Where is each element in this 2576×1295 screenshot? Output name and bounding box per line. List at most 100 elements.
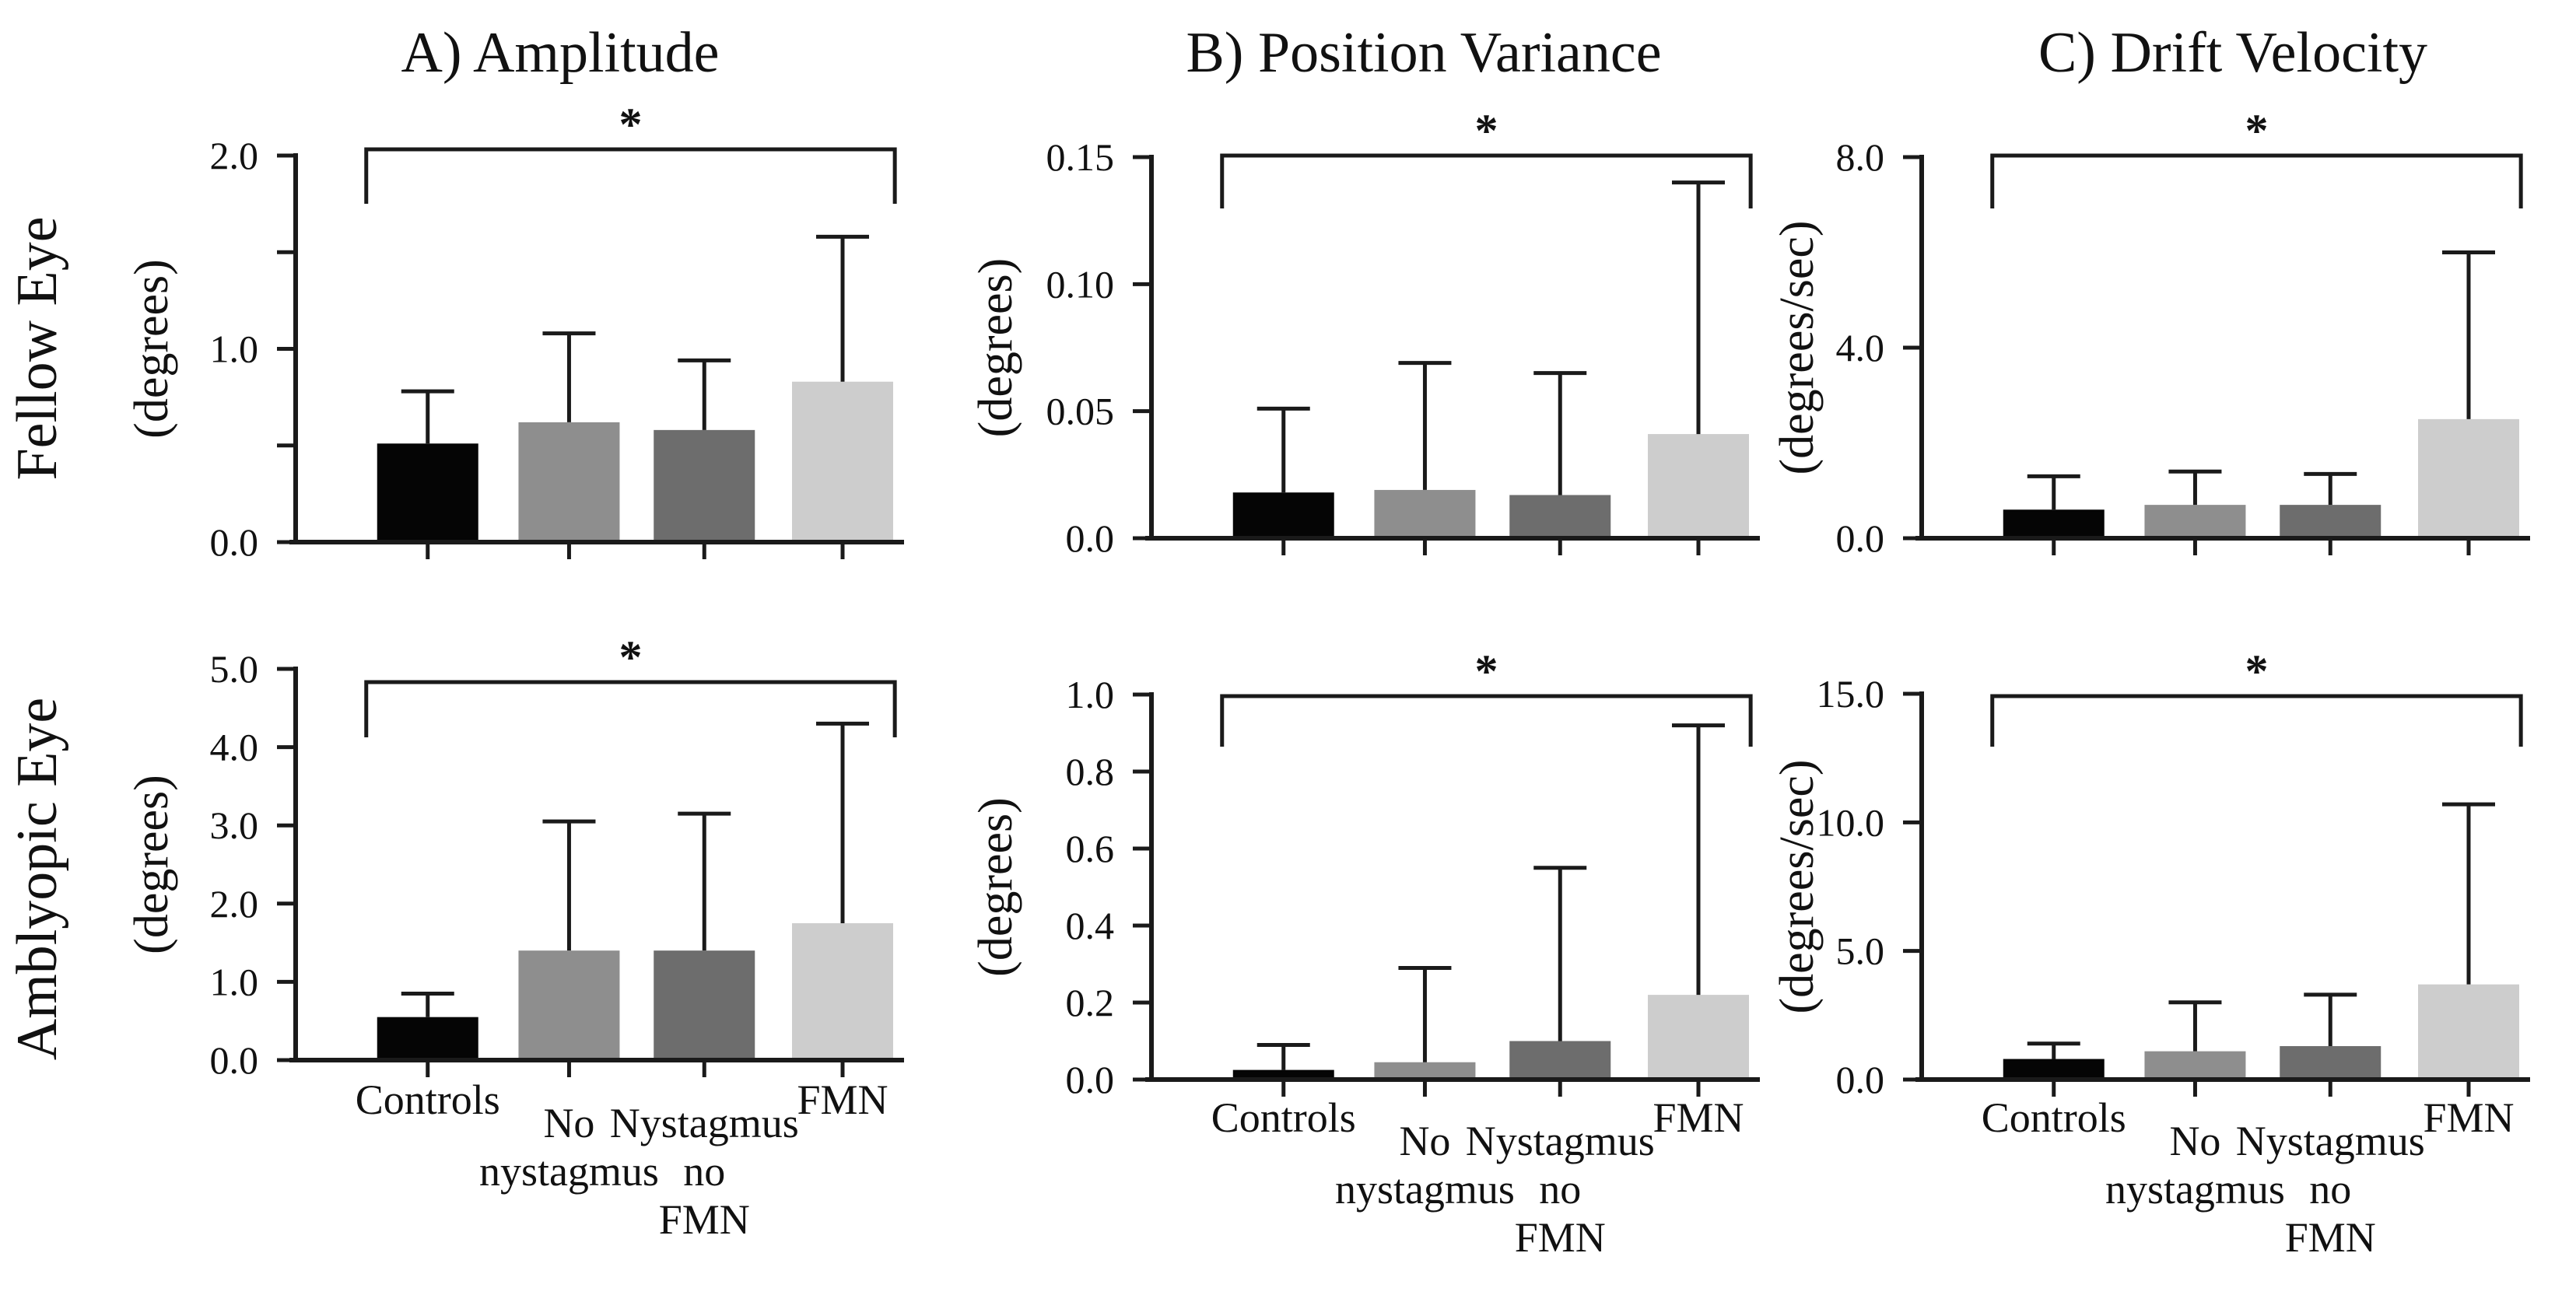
category-label-1: Controls bbox=[1211, 1094, 1356, 1141]
y-tick-label: 4.0 bbox=[1836, 326, 1885, 369]
significance-star: * bbox=[1474, 105, 1498, 156]
column-title-drift-velocity: C) Drift Velocity bbox=[2038, 21, 2427, 85]
category-label-3: Nystagmus bbox=[2236, 1118, 2425, 1164]
y-tick-label: 0.05 bbox=[1046, 390, 1115, 433]
y-tick-label: 4.0 bbox=[210, 726, 259, 769]
category-label-3: FMN bbox=[659, 1196, 750, 1243]
bar-2 bbox=[518, 950, 620, 1060]
bar-4 bbox=[792, 381, 893, 542]
bar-4 bbox=[792, 922, 893, 1060]
category-label-1: Controls bbox=[1982, 1094, 2126, 1141]
column-title-amplitude: A) Amplitude bbox=[401, 21, 719, 85]
significance-bracket bbox=[1220, 694, 1753, 747]
category-label-4: FMN bbox=[2423, 1094, 2514, 1141]
bar-4 bbox=[2418, 984, 2519, 1080]
y-tick-label: 0.0 bbox=[210, 520, 259, 564]
bar-1 bbox=[1232, 492, 1334, 538]
y-tick-label: 0.0 bbox=[1066, 1058, 1115, 1101]
y-tick-label: 0.0 bbox=[210, 1038, 259, 1082]
row-labels: Fellow Eye Amblyopic Eye bbox=[5, 216, 69, 1060]
error-bar-2 bbox=[1398, 965, 1452, 1062]
y-tick-label: 1.0 bbox=[210, 960, 259, 1003]
error-bar-4 bbox=[1672, 180, 1725, 435]
category-label-2: No bbox=[2169, 1118, 2220, 1164]
error-bar-3 bbox=[678, 811, 731, 951]
y-tick-label: 0.15 bbox=[1046, 135, 1115, 179]
row-label-fellow-eye: Fellow Eye bbox=[5, 216, 69, 480]
y-tick-label: 5.0 bbox=[210, 647, 259, 691]
y-axis-label: (degrees) bbox=[125, 775, 178, 954]
panel-B-amblyopic: (degrees) 0.0 0.2 0.4 0.6 0.8 1.0 * bbox=[969, 646, 1760, 1101]
category-label-3: no bbox=[2309, 1166, 2351, 1213]
bar-1 bbox=[2003, 1059, 2105, 1080]
bar-3 bbox=[1509, 495, 1611, 538]
category-label-3: Nystagmus bbox=[610, 1100, 799, 1146]
category-label-3: no bbox=[1539, 1166, 1581, 1213]
bar-1 bbox=[1232, 1069, 1334, 1080]
y-tick-label: 2.0 bbox=[210, 882, 259, 926]
category-label-3: Nystagmus bbox=[1466, 1118, 1655, 1164]
bar-4 bbox=[1648, 434, 1749, 538]
category-label-2: nystagmus bbox=[479, 1148, 659, 1195]
bar-3 bbox=[654, 950, 755, 1060]
bar-3 bbox=[654, 429, 755, 542]
significance-star: * bbox=[2245, 105, 2268, 156]
bar-4 bbox=[1648, 995, 1749, 1080]
bar-3 bbox=[1509, 1041, 1611, 1080]
y-tick-label: 0.10 bbox=[1046, 262, 1115, 306]
category-label-3: FMN bbox=[2285, 1214, 2376, 1261]
y-axis-label: (degrees/sec) bbox=[1771, 220, 1824, 474]
error-bar-1 bbox=[1256, 406, 1310, 493]
significance-bracket bbox=[364, 680, 897, 737]
significance-bracket bbox=[1220, 153, 1753, 208]
y-tick-label: 0.2 bbox=[1066, 981, 1115, 1024]
bar-2 bbox=[1374, 489, 1476, 538]
bar-3 bbox=[2280, 505, 2381, 538]
y-tick-label: 0.4 bbox=[1066, 904, 1115, 947]
y-tick-label: 2.0 bbox=[210, 134, 259, 177]
error-bar-3 bbox=[678, 358, 731, 430]
error-bar-4 bbox=[816, 234, 869, 382]
error-bar-1 bbox=[2027, 474, 2080, 510]
bar-1 bbox=[377, 1017, 478, 1060]
error-bar-3 bbox=[1533, 371, 1587, 495]
y-axis-label: (degrees/sec) bbox=[1771, 759, 1824, 1013]
significance-bracket bbox=[1990, 694, 2523, 747]
category-label-1: Controls bbox=[356, 1076, 500, 1123]
category-label-4: FMN bbox=[1652, 1094, 1744, 1141]
column-titles: A) Amplitude B) Position Variance C) Dri… bbox=[401, 21, 2427, 85]
y-axis-label: (degrees) bbox=[969, 797, 1022, 977]
y-axis-label: (degrees) bbox=[969, 258, 1022, 438]
error-bar-1 bbox=[2027, 1041, 2080, 1059]
error-bar-2 bbox=[542, 331, 596, 422]
significance-star: * bbox=[2245, 646, 2268, 697]
error-bar-2 bbox=[2168, 1000, 2222, 1052]
category-label-4: FMN bbox=[797, 1076, 888, 1123]
panel-C-fellow: (degrees/sec) 0.0 4.0 8.0 * bbox=[1771, 105, 2530, 560]
category-label-2: No bbox=[1399, 1118, 1450, 1164]
error-bar-3 bbox=[1533, 866, 1587, 1041]
error-bar-1 bbox=[401, 389, 454, 444]
y-tick-label: 1.0 bbox=[210, 327, 259, 371]
category-label-2: nystagmus bbox=[1335, 1166, 1515, 1213]
error-bar-1 bbox=[401, 991, 454, 1017]
y-tick-label: 15.0 bbox=[1817, 672, 1885, 716]
y-axis-label: (degrees) bbox=[125, 259, 178, 439]
y-tick-label: 0.0 bbox=[1066, 516, 1115, 560]
y-tick-label: 0.0 bbox=[1836, 516, 1885, 560]
error-bar-2 bbox=[2168, 469, 2222, 506]
category-label-3: no bbox=[683, 1148, 725, 1195]
bar-1 bbox=[377, 443, 478, 542]
bar-2 bbox=[2144, 505, 2246, 538]
category-label-2: nystagmus bbox=[2105, 1166, 2285, 1213]
significance-star: * bbox=[1474, 646, 1498, 697]
bar-2 bbox=[1374, 1062, 1476, 1080]
y-tick-label: 8.0 bbox=[1836, 135, 1885, 179]
bar-4 bbox=[2418, 418, 2519, 538]
error-bar-3 bbox=[2304, 992, 2357, 1047]
error-bar-4 bbox=[2442, 802, 2495, 985]
error-bar-4 bbox=[1672, 723, 1725, 996]
y-tick-label: 0.6 bbox=[1066, 827, 1115, 870]
